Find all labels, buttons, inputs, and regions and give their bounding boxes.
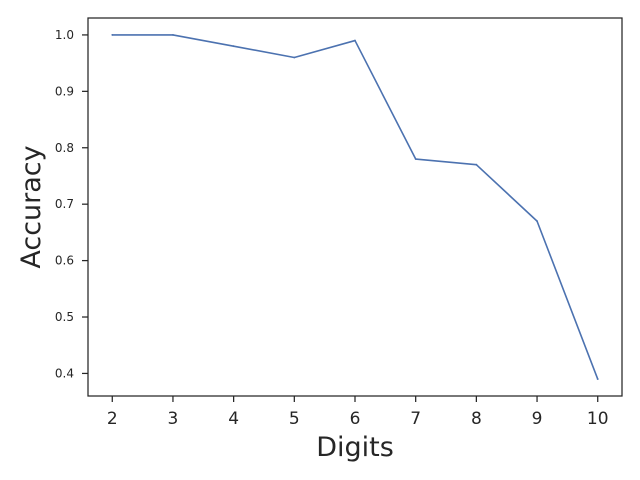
y-tick-label: 0.7 xyxy=(55,197,74,211)
x-tick-label: 9 xyxy=(532,409,543,429)
data-point xyxy=(172,34,174,36)
data-point xyxy=(596,378,599,380)
y-tick-label: 0.4 xyxy=(55,366,74,380)
y-tick-label: 0.8 xyxy=(55,141,74,155)
x-tick-label: 7 xyxy=(410,409,421,429)
x-axis: 2 3 4 5 6 7 8 9 10 xyxy=(107,396,609,429)
y-tick-label: 0.9 xyxy=(55,84,74,98)
data-point xyxy=(536,220,538,223)
data-point xyxy=(111,34,114,36)
data-point xyxy=(293,56,296,59)
y-axis-title: Accuracy xyxy=(16,145,47,268)
x-tick-label: 4 xyxy=(228,409,239,429)
x-tick-label: 3 xyxy=(168,409,179,429)
x-tick-label: 10 xyxy=(587,409,609,429)
data-point xyxy=(475,163,478,166)
y-tick-label: 0.5 xyxy=(55,310,74,324)
data-point xyxy=(232,45,235,48)
y-tick-label: 1.0 xyxy=(55,28,74,42)
x-tick-label: 5 xyxy=(289,409,300,429)
plot-area xyxy=(111,34,599,380)
y-axis: 0.4 0.5 0.6 0.7 0.8 0.9 1.0 xyxy=(55,28,88,380)
y-tick-label: 0.6 xyxy=(55,254,74,268)
x-tick-label: 8 xyxy=(471,409,482,429)
x-tick-label: 6 xyxy=(350,409,361,429)
data-point xyxy=(354,39,356,42)
x-axis-title: Digits xyxy=(316,432,394,463)
x-tick-label: 2 xyxy=(107,409,118,429)
data-point xyxy=(414,158,417,160)
